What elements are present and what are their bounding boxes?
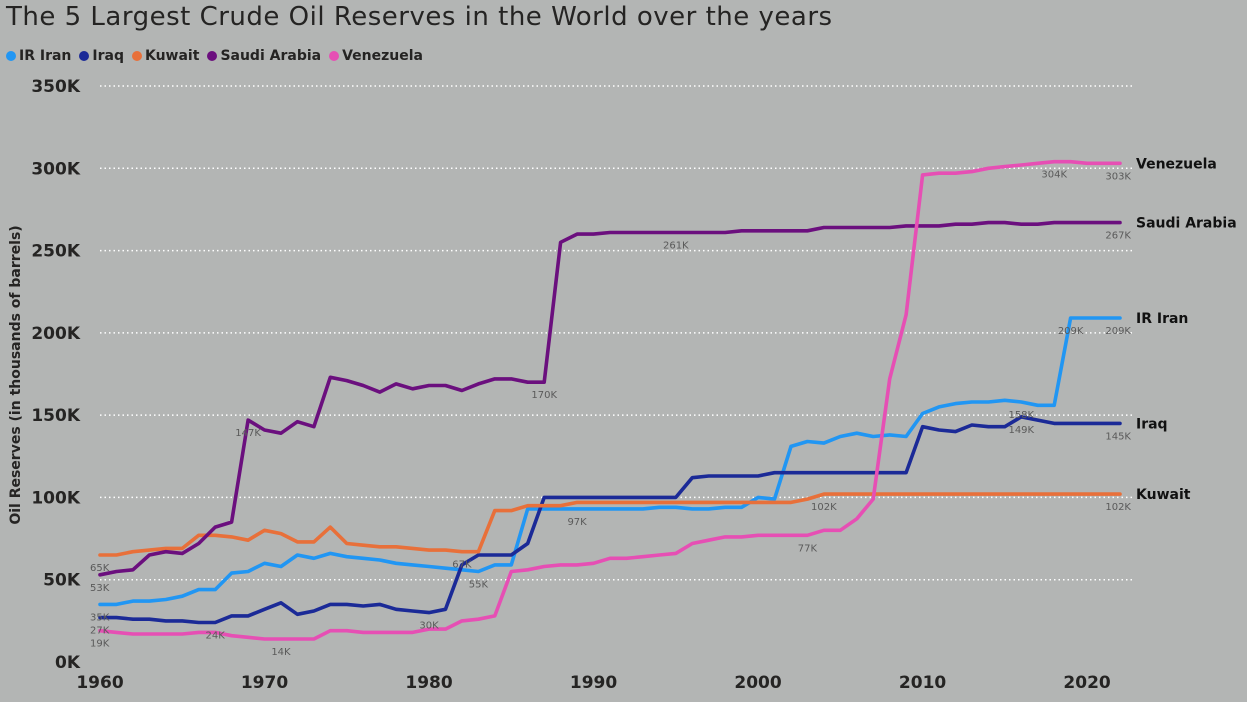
data-label: 102K — [811, 502, 837, 513]
data-label: 267K — [1105, 231, 1131, 242]
data-label: 53K — [90, 583, 110, 594]
data-label: 24K — [206, 631, 226, 642]
data-label: 97K — [567, 517, 587, 528]
data-label: 30K — [419, 621, 439, 632]
legend-marker — [79, 51, 90, 61]
legend-label: IR Iran — [19, 48, 72, 64]
data-label: 170K — [531, 390, 557, 401]
legend-label: Iraq — [92, 48, 124, 64]
data-label: 209K — [1058, 326, 1084, 337]
chart-title: The 5 Largest Crude Oil Reserves in the … — [6, 2, 833, 32]
data-label: 145K — [1105, 431, 1131, 442]
legend-label: Kuwait — [144, 48, 200, 64]
x-tick-label: 2020 — [1063, 673, 1110, 693]
y-axis: 0K 50K 100K 150K 200K 250K 300K 350K — [31, 77, 80, 673]
legend-label: Venezuela — [342, 48, 423, 64]
y-tick-label: 150K — [31, 406, 80, 426]
data-label: 67K — [452, 560, 472, 571]
x-tick-label: 1960 — [76, 673, 123, 693]
legend-marker — [131, 51, 142, 61]
x-tick-label: 1990 — [570, 673, 617, 693]
legend-label: Saudi Arabia — [220, 48, 322, 64]
y-tick-label: 250K — [31, 242, 80, 262]
data-label: 209K — [1105, 326, 1131, 337]
legend-marker — [207, 51, 218, 61]
y-tick-label: 200K — [31, 324, 80, 344]
y-axis-label: Oil Reserves (in thousands of barrels) — [8, 225, 24, 524]
end-labels: IR Iran Iraq Kuwait Saudi Arabia Venezuela — [1136, 156, 1237, 503]
gridlines — [100, 85, 1132, 581]
series-line-venezuela[interactable] — [98, 159, 1122, 641]
data-label: 27K — [90, 626, 110, 637]
data-labels: 65K 53K 35K 27K 19K 24K 147K 14K 30K 67K 55K 170K 97… — [90, 170, 1131, 658]
series-lines — [98, 159, 1122, 641]
data-label: 158K — [1008, 410, 1034, 421]
data-label: 77K — [798, 543, 818, 554]
y-tick-label: 350K — [31, 77, 80, 97]
x-tick-label: 2000 — [734, 673, 781, 693]
legend-item[interactable]: Saudi Arabia — [207, 48, 321, 64]
x-tick-label: 2010 — [899, 673, 946, 693]
series-line-kuwait[interactable] — [98, 492, 1122, 557]
series-end-label: Iraq — [1136, 416, 1168, 432]
data-label: 55K — [469, 579, 489, 590]
series-end-label: Venezuela — [1136, 156, 1217, 172]
legend-item[interactable]: IR Iran — [6, 48, 71, 64]
chart-legend: IR Iran Iraq Kuwait Saudi Arabia Venezuela — [6, 48, 431, 64]
x-axis: 1960 1970 1980 1990 2000 2010 2020 — [76, 673, 1111, 693]
data-label: 102K — [1105, 502, 1131, 513]
y-tick-label: 0K — [55, 653, 81, 673]
x-tick-label: 1970 — [241, 673, 288, 693]
legend-item[interactable]: Kuwait — [131, 48, 200, 64]
data-label: 65K — [90, 563, 110, 574]
y-tick-label: 300K — [31, 159, 80, 179]
series-end-label: IR Iran — [1136, 311, 1188, 327]
data-label: 303K — [1105, 171, 1131, 182]
series-line-ir-iran[interactable] — [98, 316, 1122, 607]
data-label: 149K — [1008, 425, 1034, 436]
series-line-saudi-arabia[interactable] — [98, 220, 1122, 577]
data-label: 35K — [90, 612, 110, 623]
legend-item[interactable]: Iraq — [79, 48, 124, 64]
x-tick-label: 1980 — [405, 673, 452, 693]
data-label: 261K — [663, 240, 689, 251]
data-label: 19K — [90, 639, 110, 650]
series-end-label: Saudi Arabia — [1136, 216, 1237, 232]
data-label: 14K — [271, 647, 291, 658]
y-tick-label: 100K — [31, 488, 80, 508]
series-end-label: Kuwait — [1136, 487, 1191, 503]
y-tick-label: 50K — [43, 571, 81, 591]
data-label: 304K — [1041, 170, 1067, 181]
legend-item[interactable]: Venezuela — [329, 48, 423, 64]
data-label: 147K — [235, 428, 261, 439]
series-line-iraq[interactable] — [98, 415, 1122, 625]
legend-marker — [329, 51, 340, 61]
legend-marker — [6, 51, 16, 61]
